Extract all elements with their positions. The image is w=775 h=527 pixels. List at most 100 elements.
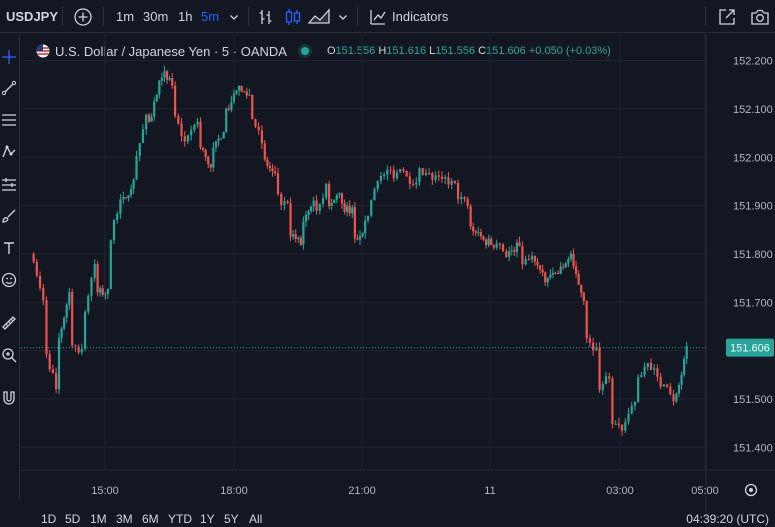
symbol-title[interactable]: U.S. Dollar / Japanese Yen · 5 · OANDA <box>55 43 287 59</box>
range-1m[interactable]: 1M <box>90 512 107 526</box>
candle-body <box>554 272 557 274</box>
candle-body <box>153 101 156 117</box>
axis-settings-button[interactable] <box>744 483 758 497</box>
candle-body <box>487 238 490 246</box>
candle-body <box>297 237 300 240</box>
candle-body <box>515 242 519 252</box>
price-axis: 152.200 152.100 152.000 151.900 151.800 151.7… <box>705 34 773 527</box>
price-tick-label: 152.000 <box>733 152 773 164</box>
toolbar-divider <box>62 7 63 26</box>
candle-body <box>562 266 565 268</box>
zoom-icon <box>2 348 17 363</box>
candle-body <box>536 261 539 266</box>
add-symbol-button[interactable] <box>73 0 93 33</box>
trend-line-tool[interactable] <box>0 77 18 99</box>
candle-body <box>348 205 351 214</box>
candle-body <box>617 423 620 425</box>
candle-body <box>55 373 58 390</box>
timeframe-dropdown[interactable] <box>228 0 240 33</box>
crosshair-tool[interactable] <box>0 46 18 68</box>
candle-body <box>549 274 552 278</box>
ohlc-values: O151.556 H151.616 L151.556 C151.606 +0.0… <box>327 45 611 57</box>
range-1y[interactable]: 1Y <box>200 512 215 526</box>
candle-body <box>456 183 460 200</box>
candle-body <box>304 214 308 222</box>
candle-body <box>569 253 573 260</box>
emoji-tool[interactable] <box>0 269 18 291</box>
candle-body <box>656 368 659 377</box>
candle-body <box>325 183 328 199</box>
candle-body <box>479 232 483 237</box>
candle-body <box>627 413 630 423</box>
candle-body <box>665 384 669 387</box>
fib-tool[interactable] <box>0 109 18 131</box>
utc-clock[interactable]: 04:39:20 (UTC) <box>686 512 769 526</box>
candle-body <box>83 311 87 349</box>
symbol-search[interactable]: USDJPY <box>6 0 58 33</box>
candle-body <box>608 376 611 379</box>
candles-button[interactable] <box>283 0 303 33</box>
candle-body <box>80 348 83 353</box>
candle-body <box>477 232 480 234</box>
settings-icon-center <box>749 488 753 492</box>
emoji-icon <box>1 272 17 288</box>
text-tool[interactable] <box>0 237 18 259</box>
timeframe-5m[interactable]: 5m <box>201 9 220 24</box>
price-tick-label: 151.800 <box>733 249 773 261</box>
candle-body <box>383 174 386 177</box>
range-ytd[interactable]: YTD <box>168 512 192 526</box>
candle-body <box>351 207 354 214</box>
brush-tool[interactable] <box>0 205 18 227</box>
candle-body <box>32 253 35 262</box>
price-chart[interactable]: 152.200 152.100 152.000 151.900 151.800 151.7… <box>21 34 775 527</box>
close-label: C <box>478 45 487 57</box>
range-1d[interactable]: 1D <box>41 512 57 526</box>
prediction-tool[interactable] <box>0 173 18 195</box>
bar-style-button[interactable] <box>256 0 276 33</box>
candle-body <box>482 236 485 240</box>
fullscreen-button[interactable] <box>717 0 737 33</box>
candle-body <box>45 300 48 355</box>
toolbar-divider <box>103 7 104 26</box>
candle-body <box>624 422 627 431</box>
timeframe-1m[interactable]: 1m <box>116 9 135 24</box>
timeframe-1h[interactable]: 1h <box>178 9 193 24</box>
magnet-icon <box>3 391 15 405</box>
price-tick-label: 152.200 <box>733 56 773 68</box>
range-5d[interactable]: 5D <box>65 512 81 526</box>
fib-icon <box>2 114 16 126</box>
range-3m[interactable]: 3M <box>116 512 133 526</box>
candle-body <box>219 138 223 140</box>
candle-body <box>38 275 42 288</box>
timeframe-30m[interactable]: 30m <box>143 9 169 24</box>
area-style-button[interactable] <box>307 0 331 33</box>
chart-style-dropdown[interactable] <box>337 0 349 33</box>
candle-body <box>335 194 338 200</box>
indicators-button[interactable]: Indicators <box>368 0 448 33</box>
price-tick-label: 151.700 <box>733 297 773 309</box>
candle-body <box>431 173 434 180</box>
candle-body <box>340 193 344 204</box>
ruler-tool[interactable] <box>0 312 18 334</box>
candle-body <box>683 358 686 375</box>
candle-body <box>171 78 174 86</box>
range-5y[interactable]: 5Y <box>224 512 239 526</box>
candle-body <box>453 180 456 184</box>
magnet-tool[interactable] <box>0 387 18 409</box>
candle-body <box>614 423 617 425</box>
candle-body <box>230 101 233 110</box>
candle-body <box>186 135 190 142</box>
snapshot-button[interactable] <box>749 0 771 33</box>
candle-body <box>286 201 289 203</box>
pattern-tool[interactable] <box>0 141 18 163</box>
add-symbol-icon <box>74 7 92 26</box>
candle-body <box>524 259 527 265</box>
candle-body <box>353 207 356 239</box>
time-tick-label: 15:00 <box>91 485 119 497</box>
range-all[interactable]: All <box>249 512 263 526</box>
zoom-tool[interactable] <box>0 344 18 366</box>
area-icon <box>307 7 330 24</box>
candle-body <box>466 198 469 206</box>
range-6m[interactable]: 6M <box>142 512 159 526</box>
candle-body <box>294 234 297 240</box>
